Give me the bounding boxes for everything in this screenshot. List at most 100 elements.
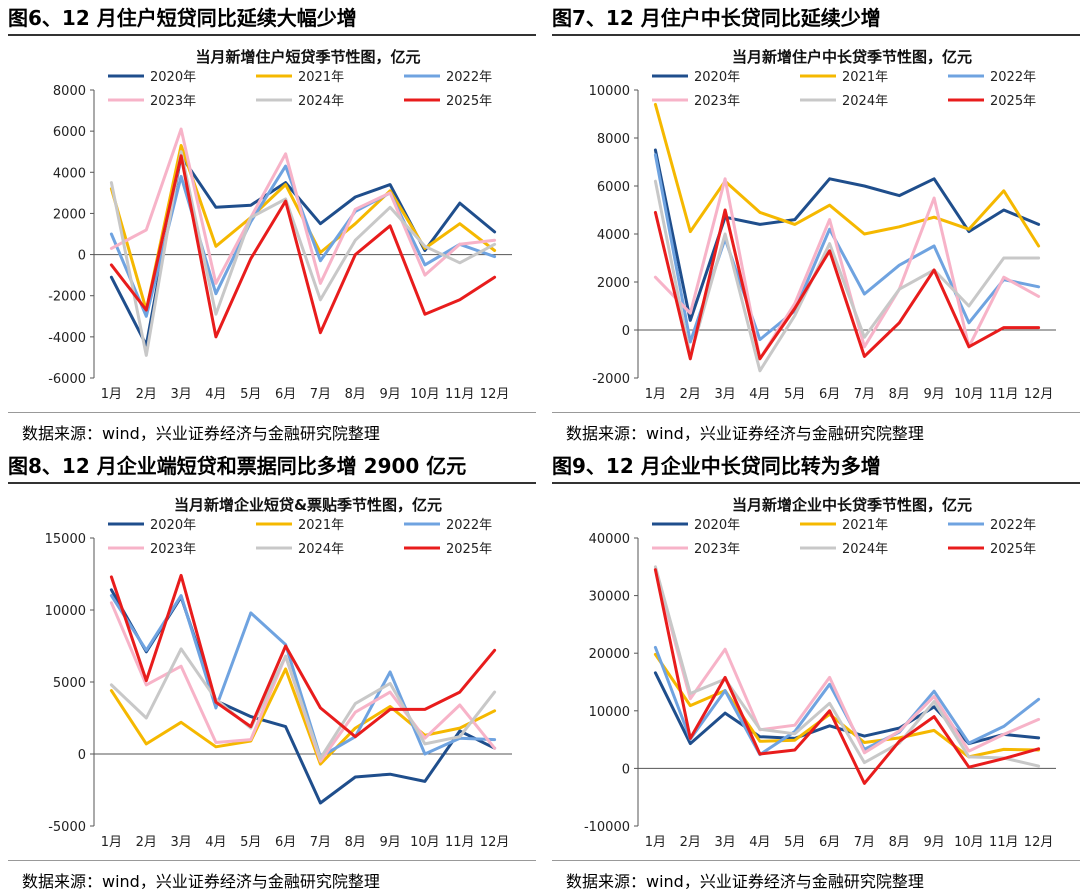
x-tick-label: 3月 <box>714 835 735 850</box>
y-tick-label: 0 <box>622 324 630 339</box>
series-line <box>109 647 497 760</box>
series-line <box>109 154 497 339</box>
legend-label: 2023年 <box>694 94 740 109</box>
x-tick-label: 5月 <box>784 835 805 850</box>
figure-title: 图7、12 月住户中长贷同比延续少增 <box>552 6 881 30</box>
x-tick-label: 3月 <box>714 387 735 402</box>
line-chart: 当月新增企业短贷&票贴季节性图，亿元 2020年 2021年 2022年 2023年 20… <box>45 496 512 850</box>
series-line <box>109 150 497 357</box>
legend-label: 2025年 <box>990 94 1036 109</box>
top-rule <box>8 34 536 36</box>
legend-label: 2021年 <box>842 518 888 533</box>
legend-label: 2024年 <box>842 542 888 557</box>
y-tick-label: 2000 <box>597 276 630 291</box>
legend-label: 2020年 <box>694 70 740 85</box>
top-rule <box>552 34 1080 36</box>
y-tick-label: -6000 <box>48 372 86 387</box>
series-line <box>653 568 1041 785</box>
x-tick-label: 7月 <box>310 387 331 402</box>
series-line <box>653 208 1041 361</box>
x-tick-label: 4月 <box>749 387 770 402</box>
x-tick-label: 4月 <box>749 835 770 850</box>
x-tick-label: 10月 <box>410 387 440 402</box>
series-line <box>653 102 1041 248</box>
chart-title: 当月新增住户中长贷季节性图，亿元 <box>732 48 972 66</box>
x-tick-label: 10月 <box>954 387 984 402</box>
x-tick-label: 5月 <box>240 387 261 402</box>
x-tick-label: 6月 <box>819 387 840 402</box>
y-tick-label: -5000 <box>48 820 86 835</box>
x-tick-label: 12月 <box>480 835 510 850</box>
legend-label: 2020年 <box>694 518 740 533</box>
x-tick-label: 11月 <box>445 835 475 850</box>
bottom-rule <box>8 412 536 413</box>
bottom-rule <box>552 412 1080 413</box>
x-tick-label: 4月 <box>205 835 226 850</box>
x-tick-label: 3月 <box>170 387 191 402</box>
x-tick-label: 7月 <box>854 835 875 850</box>
y-tick-label: 0 <box>622 762 630 777</box>
x-tick-label: 12月 <box>480 387 510 402</box>
legend-label: 2025年 <box>446 542 492 557</box>
series-line <box>653 179 1041 373</box>
line-chart: 当月新增企业中长贷季节性图，亿元 2020年 2021年 2022年 2023年 2024… <box>584 496 1056 850</box>
y-tick-label: 40000 <box>589 532 630 547</box>
y-tick-label: 6000 <box>53 125 86 140</box>
legend-label: 2020年 <box>150 70 196 85</box>
source-note: 数据来源：wind，兴业证券经济与金融研究院整理 <box>22 424 380 443</box>
x-tick-label: 8月 <box>889 835 910 850</box>
x-tick-label: 6月 <box>819 835 840 850</box>
top-rule <box>552 482 1080 484</box>
y-tick-label: 15000 <box>45 532 86 547</box>
x-tick-label: 5月 <box>240 835 261 850</box>
series-line <box>109 573 497 739</box>
series-line <box>653 148 1041 322</box>
legend-label: 2024年 <box>842 94 888 109</box>
bottom-rule <box>8 860 536 861</box>
legend-label: 2025年 <box>446 94 492 109</box>
x-tick-label: 10月 <box>954 835 984 850</box>
x-tick-label: 3月 <box>170 835 191 850</box>
x-tick-label: 9月 <box>923 387 944 402</box>
series-line <box>653 567 1041 755</box>
x-tick-label: 1月 <box>645 835 666 850</box>
series-line <box>109 594 497 759</box>
figure-title: 图9、12 月企业中长贷同比转为多增 <box>552 454 881 478</box>
x-tick-label: 9月 <box>379 387 400 402</box>
line-chart: 当月新增住户短贷季节性图，亿元 2020年 2021年 2022年 2023年 2024年… <box>48 48 512 402</box>
x-tick-label: 12月 <box>1024 835 1054 850</box>
y-tick-label: 10000 <box>589 84 630 99</box>
y-tick-label: 10000 <box>45 604 86 619</box>
legend-label: 2022年 <box>446 518 492 533</box>
line-chart: 当月新增住户中长贷季节性图，亿元 2020年 2021年 2022年 2023年 2024… <box>589 48 1056 402</box>
y-tick-label: 20000 <box>589 647 630 662</box>
source-note: 数据来源：wind，兴业证券经济与金融研究院整理 <box>566 872 924 891</box>
y-tick-label: 6000 <box>597 180 630 195</box>
x-tick-label: 8月 <box>345 835 366 850</box>
x-tick-label: 1月 <box>101 387 122 402</box>
figure-title: 图6、12 月住户短贷同比延续大幅少增 <box>8 6 357 30</box>
x-tick-label: 8月 <box>345 387 366 402</box>
x-tick-label: 9月 <box>379 835 400 850</box>
y-tick-label: 5000 <box>53 676 86 691</box>
y-tick-label: -10000 <box>584 820 630 835</box>
legend-label: 2022年 <box>446 70 492 85</box>
top-rule <box>8 482 536 484</box>
source-note: 数据来源：wind，兴业证券经济与金融研究院整理 <box>22 872 380 891</box>
panel-chart-6: 图6、12 月住户短贷同比延续大幅少增 当月新增住户短贷季节性图，亿元 2020年… <box>8 0 536 443</box>
y-tick-label: -2000 <box>48 290 86 305</box>
legend-label: 2025年 <box>990 542 1036 557</box>
y-tick-label: 4000 <box>597 228 630 243</box>
legend-label: 2022年 <box>990 70 1036 85</box>
x-tick-label: 11月 <box>989 387 1019 402</box>
series-line <box>109 127 497 285</box>
series-line <box>653 177 1041 361</box>
y-tick-label: 4000 <box>53 166 86 181</box>
chart-title: 当月新增住户短贷季节性图，亿元 <box>195 48 420 66</box>
x-tick-label: 6月 <box>275 387 296 402</box>
legend-label: 2023年 <box>150 94 196 109</box>
x-tick-label: 11月 <box>445 387 475 402</box>
figure-title: 图8、12 月企业端短贷和票据同比多增 2900 亿元 <box>8 454 467 478</box>
bottom-rule <box>552 860 1080 861</box>
x-tick-label: 4月 <box>205 387 226 402</box>
